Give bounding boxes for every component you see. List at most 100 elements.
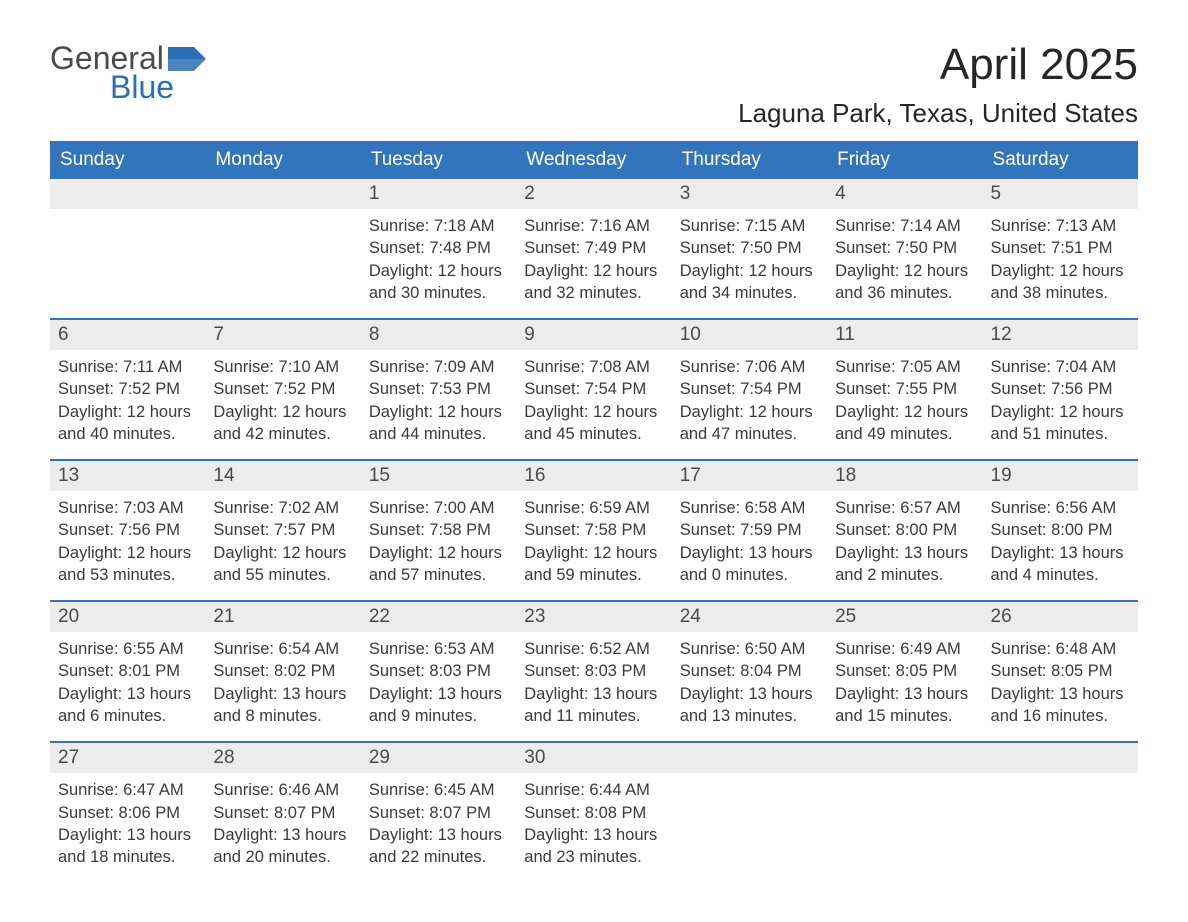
sunset-text: Sunset: 7:52 PM bbox=[58, 378, 197, 400]
week-row: 6Sunrise: 7:11 AMSunset: 7:52 PMDaylight… bbox=[50, 318, 1138, 459]
sunrise-text: Sunrise: 6:53 AM bbox=[369, 638, 508, 660]
daylight-text: Daylight: 13 hours and 18 minutes. bbox=[58, 824, 197, 869]
daylight-text: Daylight: 13 hours and 15 minutes. bbox=[835, 683, 974, 728]
daylight-text: Daylight: 12 hours and 32 minutes. bbox=[524, 260, 663, 305]
day-cell: 13Sunrise: 7:03 AMSunset: 7:56 PMDayligh… bbox=[50, 459, 205, 600]
day-number: 18 bbox=[827, 461, 982, 491]
logo-text-blue: Blue bbox=[110, 69, 174, 106]
day-body: Sunrise: 6:57 AMSunset: 8:00 PMDaylight:… bbox=[827, 491, 982, 586]
sunset-text: Sunset: 7:48 PM bbox=[369, 237, 508, 259]
sunset-text: Sunset: 8:03 PM bbox=[369, 660, 508, 682]
sunset-text: Sunset: 8:07 PM bbox=[213, 802, 352, 824]
daylight-text: Daylight: 13 hours and 20 minutes. bbox=[213, 824, 352, 869]
sunset-text: Sunset: 7:55 PM bbox=[835, 378, 974, 400]
sunrise-text: Sunrise: 7:09 AM bbox=[369, 356, 508, 378]
day-body: Sunrise: 6:44 AMSunset: 8:08 PMDaylight:… bbox=[516, 773, 671, 868]
sunrise-text: Sunrise: 6:50 AM bbox=[680, 638, 819, 660]
daylight-text: Daylight: 12 hours and 40 minutes. bbox=[58, 401, 197, 446]
day-cell: 22Sunrise: 6:53 AMSunset: 8:03 PMDayligh… bbox=[361, 600, 516, 741]
day-number bbox=[827, 743, 982, 773]
day-cell: 28Sunrise: 6:46 AMSunset: 8:07 PMDayligh… bbox=[205, 741, 360, 882]
day-number: 23 bbox=[516, 602, 671, 632]
day-cell: 9Sunrise: 7:08 AMSunset: 7:54 PMDaylight… bbox=[516, 318, 671, 459]
sunrise-text: Sunrise: 6:54 AM bbox=[213, 638, 352, 660]
sunset-text: Sunset: 7:50 PM bbox=[680, 237, 819, 259]
sunset-text: Sunset: 8:00 PM bbox=[835, 519, 974, 541]
day-cell: 20Sunrise: 6:55 AMSunset: 8:01 PMDayligh… bbox=[50, 600, 205, 741]
daylight-text: Daylight: 12 hours and 34 minutes. bbox=[680, 260, 819, 305]
day-body: Sunrise: 6:46 AMSunset: 8:07 PMDaylight:… bbox=[205, 773, 360, 868]
sunset-text: Sunset: 8:01 PM bbox=[58, 660, 197, 682]
month-title: April 2025 bbox=[738, 40, 1138, 90]
weekday-header: Monday bbox=[205, 141, 360, 179]
day-number: 6 bbox=[50, 320, 205, 350]
sunset-text: Sunset: 8:03 PM bbox=[524, 660, 663, 682]
sunrise-text: Sunrise: 7:15 AM bbox=[680, 215, 819, 237]
day-number: 20 bbox=[50, 602, 205, 632]
day-cell: 16Sunrise: 6:59 AMSunset: 7:58 PMDayligh… bbox=[516, 459, 671, 600]
sunset-text: Sunset: 8:00 PM bbox=[991, 519, 1130, 541]
day-body: Sunrise: 7:14 AMSunset: 7:50 PMDaylight:… bbox=[827, 209, 982, 304]
sunset-text: Sunset: 7:58 PM bbox=[369, 519, 508, 541]
day-number: 7 bbox=[205, 320, 360, 350]
daylight-text: Daylight: 12 hours and 59 minutes. bbox=[524, 542, 663, 587]
sunset-text: Sunset: 7:49 PM bbox=[524, 237, 663, 259]
day-number: 9 bbox=[516, 320, 671, 350]
sunrise-text: Sunrise: 6:57 AM bbox=[835, 497, 974, 519]
day-body: Sunrise: 6:50 AMSunset: 8:04 PMDaylight:… bbox=[672, 632, 827, 727]
day-number: 24 bbox=[672, 602, 827, 632]
sunrise-text: Sunrise: 6:52 AM bbox=[524, 638, 663, 660]
day-number: 26 bbox=[983, 602, 1138, 632]
sunset-text: Sunset: 7:51 PM bbox=[991, 237, 1130, 259]
day-cell: 24Sunrise: 6:50 AMSunset: 8:04 PMDayligh… bbox=[672, 600, 827, 741]
sunrise-text: Sunrise: 7:10 AM bbox=[213, 356, 352, 378]
day-number: 10 bbox=[672, 320, 827, 350]
day-body: Sunrise: 7:18 AMSunset: 7:48 PMDaylight:… bbox=[361, 209, 516, 304]
daylight-text: Daylight: 12 hours and 57 minutes. bbox=[369, 542, 508, 587]
day-number: 2 bbox=[516, 179, 671, 209]
day-number: 12 bbox=[983, 320, 1138, 350]
day-body: Sunrise: 7:06 AMSunset: 7:54 PMDaylight:… bbox=[672, 350, 827, 445]
day-number: 5 bbox=[983, 179, 1138, 209]
daylight-text: Daylight: 12 hours and 30 minutes. bbox=[369, 260, 508, 305]
day-body: Sunrise: 6:53 AMSunset: 8:03 PMDaylight:… bbox=[361, 632, 516, 727]
day-number bbox=[205, 179, 360, 209]
sunrise-text: Sunrise: 6:58 AM bbox=[680, 497, 819, 519]
day-cell: 7Sunrise: 7:10 AMSunset: 7:52 PMDaylight… bbox=[205, 318, 360, 459]
sunset-text: Sunset: 7:56 PM bbox=[58, 519, 197, 541]
weekday-header: Wednesday bbox=[516, 141, 671, 179]
sunset-text: Sunset: 7:54 PM bbox=[524, 378, 663, 400]
day-cell bbox=[983, 741, 1138, 882]
day-cell: 4Sunrise: 7:14 AMSunset: 7:50 PMDaylight… bbox=[827, 179, 982, 318]
daylight-text: Daylight: 13 hours and 6 minutes. bbox=[58, 683, 197, 728]
day-cell bbox=[50, 179, 205, 318]
daylight-text: Daylight: 12 hours and 38 minutes. bbox=[991, 260, 1130, 305]
daylight-text: Daylight: 12 hours and 47 minutes. bbox=[680, 401, 819, 446]
sunrise-text: Sunrise: 7:11 AM bbox=[58, 356, 197, 378]
day-cell: 15Sunrise: 7:00 AMSunset: 7:58 PMDayligh… bbox=[361, 459, 516, 600]
day-cell: 17Sunrise: 6:58 AMSunset: 7:59 PMDayligh… bbox=[672, 459, 827, 600]
day-number: 25 bbox=[827, 602, 982, 632]
daylight-text: Daylight: 12 hours and 45 minutes. bbox=[524, 401, 663, 446]
week-row: 1Sunrise: 7:18 AMSunset: 7:48 PMDaylight… bbox=[50, 179, 1138, 318]
day-number: 11 bbox=[827, 320, 982, 350]
week-row: 13Sunrise: 7:03 AMSunset: 7:56 PMDayligh… bbox=[50, 459, 1138, 600]
daylight-text: Daylight: 12 hours and 55 minutes. bbox=[213, 542, 352, 587]
sunset-text: Sunset: 7:54 PM bbox=[680, 378, 819, 400]
day-body: Sunrise: 6:56 AMSunset: 8:00 PMDaylight:… bbox=[983, 491, 1138, 586]
day-number: 1 bbox=[361, 179, 516, 209]
day-number: 22 bbox=[361, 602, 516, 632]
day-cell: 1Sunrise: 7:18 AMSunset: 7:48 PMDaylight… bbox=[361, 179, 516, 318]
day-number: 28 bbox=[205, 743, 360, 773]
sunrise-text: Sunrise: 7:00 AM bbox=[369, 497, 508, 519]
daylight-text: Daylight: 12 hours and 42 minutes. bbox=[213, 401, 352, 446]
day-number bbox=[672, 743, 827, 773]
day-number: 27 bbox=[50, 743, 205, 773]
sunrise-text: Sunrise: 6:49 AM bbox=[835, 638, 974, 660]
day-number: 19 bbox=[983, 461, 1138, 491]
day-cell bbox=[205, 179, 360, 318]
day-body: Sunrise: 7:08 AMSunset: 7:54 PMDaylight:… bbox=[516, 350, 671, 445]
day-cell bbox=[827, 741, 982, 882]
day-cell: 26Sunrise: 6:48 AMSunset: 8:05 PMDayligh… bbox=[983, 600, 1138, 741]
day-cell: 29Sunrise: 6:45 AMSunset: 8:07 PMDayligh… bbox=[361, 741, 516, 882]
